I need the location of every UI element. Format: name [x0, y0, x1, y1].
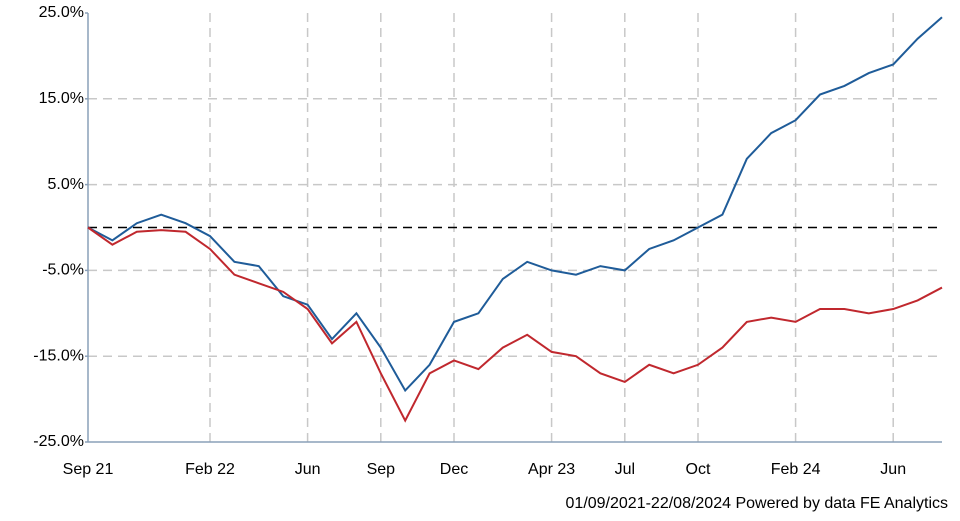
x-tick-label: Sep 21 — [63, 461, 114, 478]
series-line — [87, 16, 943, 393]
x-tick-label: Apr 23 — [528, 461, 575, 478]
x-tick-label: Feb 24 — [771, 461, 821, 478]
x-tick-label: Jun — [880, 461, 906, 478]
y-tick-label: 5.0% — [48, 176, 84, 193]
x-tick-label: Feb 22 — [185, 461, 235, 478]
y-tick-label: -15.0% — [33, 347, 84, 364]
footnote: 01/09/2021-22/08/2024 Powered by data FE… — [566, 495, 948, 512]
x-tick-label: Jul — [615, 461, 635, 478]
series-line — [87, 226, 943, 423]
x-tick-label: Dec — [440, 461, 468, 478]
y-tick-label: 25.0% — [39, 4, 84, 21]
x-tick-label: Oct — [686, 461, 711, 478]
y-tick-label: -5.0% — [42, 262, 84, 279]
x-tick-label: Jun — [295, 461, 321, 478]
y-tick-label: 15.0% — [39, 90, 84, 107]
y-tick-label: -25.0% — [33, 433, 84, 450]
x-tick-label: Sep — [367, 461, 396, 478]
